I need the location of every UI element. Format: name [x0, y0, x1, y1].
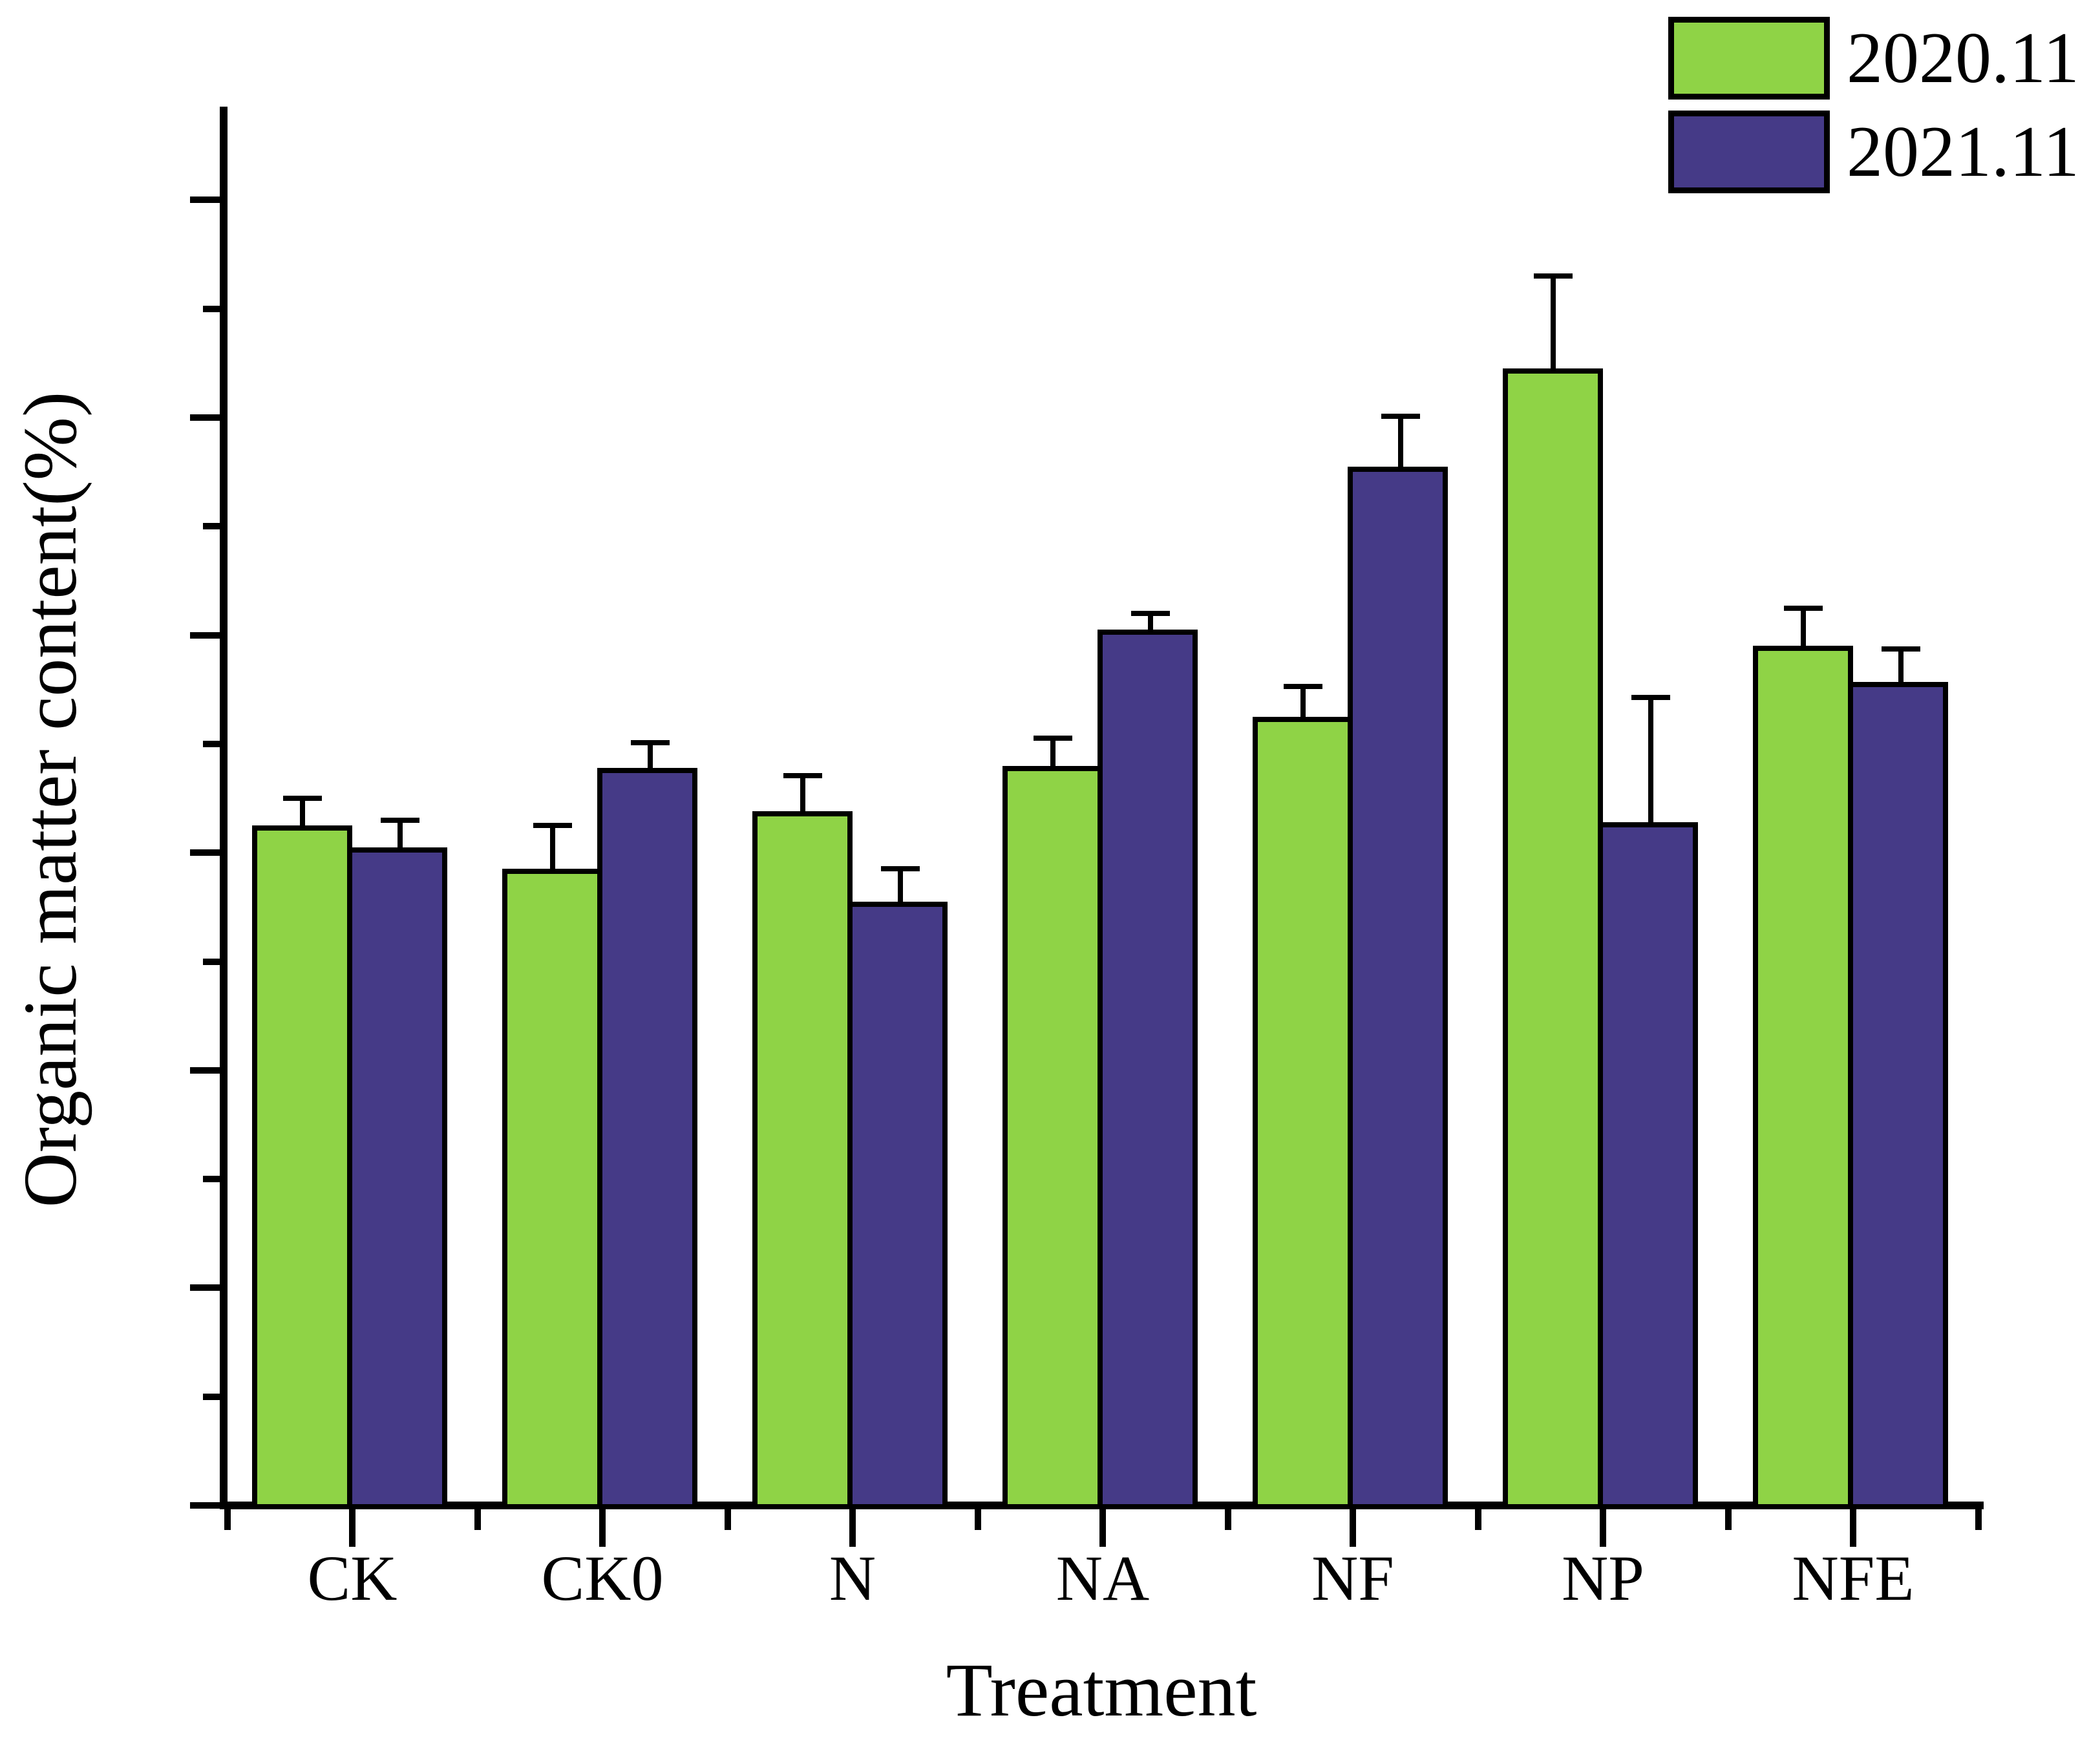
- x-minor-tick: [1975, 1509, 1982, 1530]
- error-bar-cap: [1381, 414, 1420, 420]
- y-minor-tick: [203, 523, 220, 530]
- bar-2021.11-CK0: [597, 767, 697, 1509]
- error-bar: [897, 869, 903, 902]
- bar-2021.11-N: [847, 901, 948, 1509]
- legend: 2020.11 2021.11: [1668, 17, 2079, 193]
- x-minor-tick: [474, 1509, 481, 1530]
- x-major-tick: [1600, 1509, 1606, 1547]
- x-major-tick: [1099, 1509, 1106, 1547]
- legend-swatch-2020: [1668, 17, 1830, 100]
- y-axis-line: [220, 107, 228, 1509]
- y-major-tick: [190, 1502, 220, 1509]
- x-minor-tick: [974, 1509, 981, 1530]
- bar-2020.11-NP: [1503, 368, 1603, 1509]
- error-bar-cap: [1033, 736, 1072, 741]
- y-minor-tick: [203, 1393, 220, 1400]
- error-bar: [1898, 649, 1904, 682]
- error-bar-cap: [380, 817, 419, 823]
- x-axis-title: Treatment: [946, 1648, 1257, 1732]
- y-major-tick: [190, 414, 220, 421]
- error-bar-cap: [783, 772, 822, 778]
- y-minor-tick: [203, 305, 220, 312]
- y-axis-title: Organic matter content(%): [8, 391, 92, 1208]
- error-bar-cap: [1533, 273, 1573, 279]
- error-bar-cap: [1783, 605, 1823, 611]
- x-tick-label: CK0: [541, 1542, 664, 1614]
- bar-2020.11-NA: [1002, 765, 1103, 1509]
- x-tick-label: N: [829, 1542, 876, 1614]
- y-minor-tick: [203, 1176, 220, 1183]
- y-major-tick: [190, 197, 220, 204]
- bar-2020.11-CK0: [502, 869, 602, 1509]
- x-tick-label: CK: [307, 1542, 398, 1614]
- error-bar-cap: [1881, 646, 1920, 652]
- legend-label-2020: 2020.11: [1847, 18, 2079, 98]
- bar-2020.11-NFE: [1753, 646, 1853, 1509]
- error-bar: [1397, 416, 1403, 467]
- error-bar: [549, 825, 555, 869]
- x-tick-label: NP: [1562, 1542, 1644, 1614]
- error-bar: [299, 798, 305, 826]
- x-minor-tick: [224, 1509, 231, 1530]
- bar-2021.11-NFE: [1848, 681, 1948, 1509]
- y-major-tick: [190, 849, 220, 856]
- error-bar: [647, 743, 653, 768]
- error-bar-cap: [282, 796, 322, 802]
- x-major-tick: [599, 1509, 606, 1547]
- x-tick-label: NA: [1055, 1542, 1150, 1614]
- x-minor-tick: [1474, 1509, 1481, 1530]
- bar-2021.11-NF: [1348, 466, 1448, 1509]
- error-bar-cap: [630, 740, 670, 746]
- y-major-tick: [190, 1284, 220, 1291]
- legend-item-2020: 2020.11: [1668, 17, 2079, 100]
- error-bar: [1550, 276, 1556, 369]
- bar-2021.11-NA: [1098, 630, 1198, 1509]
- bar-2020.11-N: [752, 811, 853, 1509]
- error-bar: [1648, 697, 1653, 823]
- bar-2020.11-NF: [1253, 716, 1353, 1509]
- error-bar: [1800, 608, 1806, 646]
- bar-2021.11-NP: [1598, 822, 1698, 1509]
- error-bar: [1147, 613, 1153, 630]
- error-bar: [1300, 686, 1306, 717]
- error-bar-cap: [1631, 694, 1670, 700]
- legend-label-2021: 2021.11: [1847, 112, 2079, 192]
- x-minor-tick: [724, 1509, 731, 1530]
- error-bar-cap: [1130, 610, 1170, 616]
- error-bar: [397, 820, 403, 847]
- error-bar-cap: [1283, 683, 1322, 689]
- error-bar: [800, 775, 805, 812]
- x-major-tick: [349, 1509, 355, 1547]
- x-tick-label: NF: [1311, 1542, 1394, 1614]
- y-minor-tick: [203, 740, 220, 747]
- y-major-tick: [190, 632, 220, 639]
- legend-item-2021: 2021.11: [1668, 111, 2079, 193]
- error-bar-cap: [533, 823, 572, 829]
- error-bar-cap: [880, 866, 920, 872]
- y-minor-tick: [203, 958, 220, 965]
- y-major-tick: [190, 1067, 220, 1074]
- error-bar: [1050, 738, 1055, 766]
- x-minor-tick: [1224, 1509, 1231, 1530]
- x-major-tick: [1850, 1509, 1856, 1547]
- x-tick-label: NFE: [1792, 1542, 1914, 1614]
- x-minor-tick: [1724, 1509, 1732, 1530]
- x-major-tick: [849, 1509, 856, 1547]
- bar-2021.11-CK: [347, 847, 447, 1509]
- legend-swatch-2021: [1668, 111, 1830, 193]
- bar-2020.11-CK: [252, 825, 352, 1509]
- x-major-tick: [1350, 1509, 1356, 1547]
